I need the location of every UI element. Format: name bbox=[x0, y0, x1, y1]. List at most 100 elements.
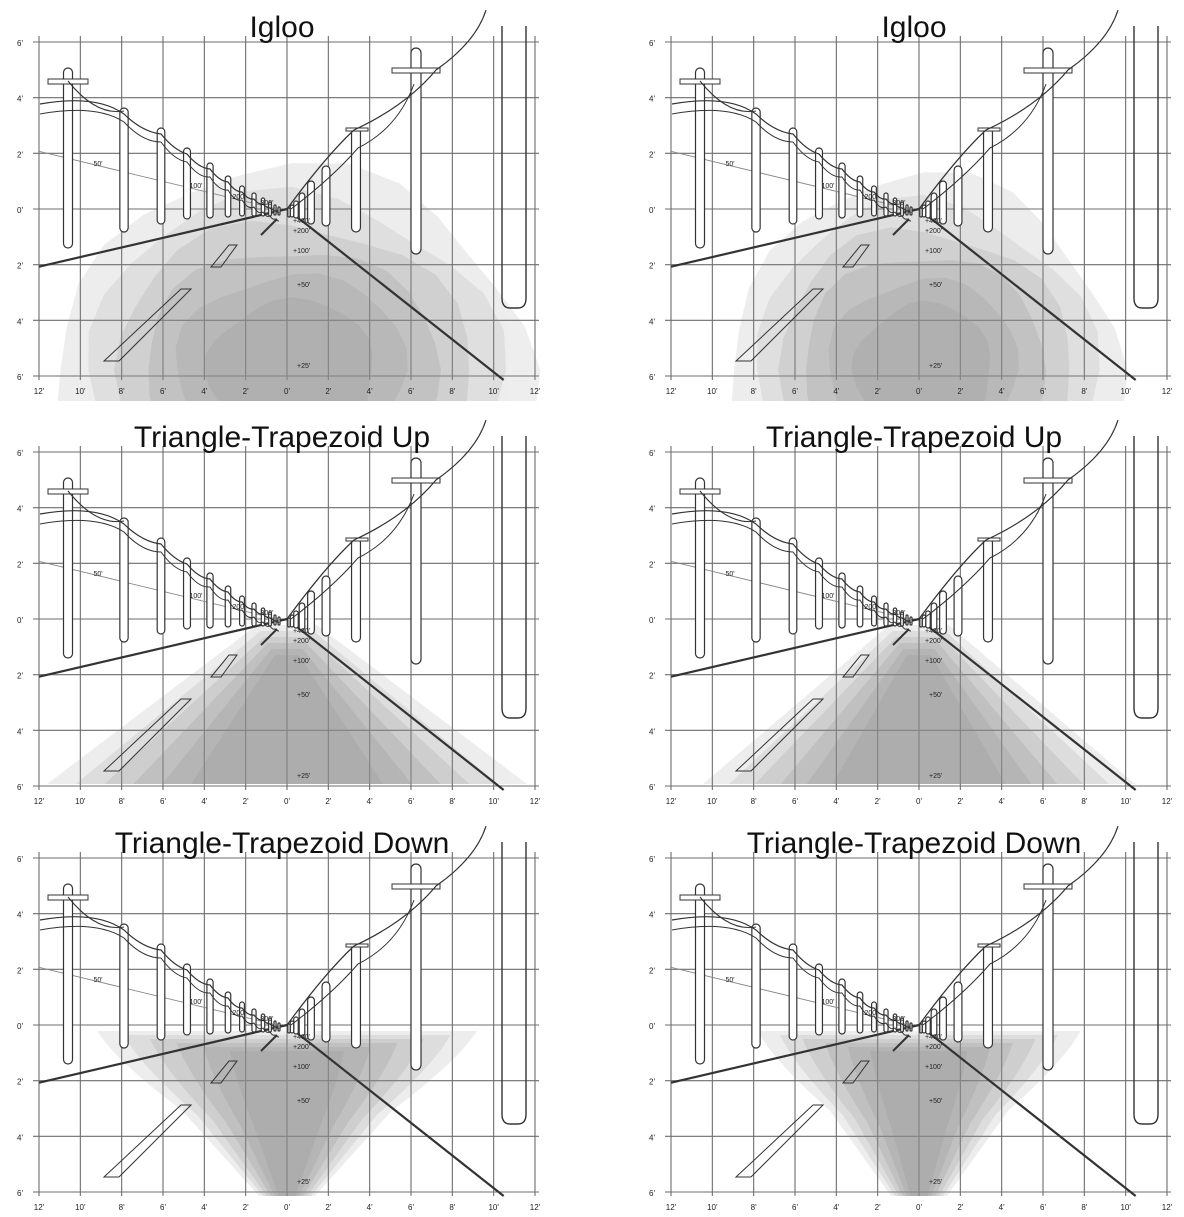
pole-right bbox=[350, 127, 362, 233]
x-tick-label: 6' bbox=[792, 1203, 798, 1212]
y-tick-label: 6' bbox=[17, 39, 23, 48]
pole-left bbox=[251, 192, 257, 217]
x-tick-label: 2' bbox=[957, 1203, 963, 1212]
pole-left bbox=[62, 477, 74, 659]
x-tick-label: 6' bbox=[408, 1203, 414, 1212]
distance-label-road: +400' bbox=[293, 1034, 310, 1041]
y-tick-label: 2' bbox=[17, 560, 23, 569]
distance-label-left: 300' bbox=[260, 1016, 273, 1023]
road-edge-left bbox=[38, 207, 288, 268]
shading-layer bbox=[97, 1031, 477, 1196]
distance-label-road: +25' bbox=[297, 363, 310, 370]
pole-left bbox=[909, 616, 913, 626]
y-tick-label: 2' bbox=[17, 262, 23, 271]
distance-label-left: 200' bbox=[232, 1010, 245, 1017]
pole-left bbox=[883, 602, 889, 627]
distance-label-left: 50' bbox=[93, 977, 102, 984]
pole-left bbox=[156, 943, 166, 1041]
wire-left bbox=[699, 80, 757, 113]
crossarm-right bbox=[1023, 67, 1073, 74]
shading-layer bbox=[870, 1051, 968, 1196]
shading-layer bbox=[780, 643, 1058, 784]
x-tick-label: 2' bbox=[325, 797, 331, 806]
centre-dash bbox=[734, 1104, 825, 1178]
pole-right bbox=[1042, 457, 1054, 665]
pole-left bbox=[224, 585, 232, 628]
wire-left bbox=[699, 896, 757, 929]
y-tick-label: 2' bbox=[17, 672, 23, 681]
pole-left bbox=[751, 923, 761, 1049]
response-shading bbox=[57, 163, 541, 401]
distance-label-left: 300' bbox=[892, 610, 905, 617]
shading-layer bbox=[176, 1043, 398, 1196]
pole-left bbox=[871, 185, 878, 217]
centre-dash bbox=[734, 288, 825, 362]
x-tick-label: 0' bbox=[284, 797, 290, 806]
pole-right bbox=[287, 1023, 291, 1034]
distance-label-road: +25' bbox=[297, 1179, 310, 1186]
distance-label-road: +100' bbox=[925, 1064, 942, 1071]
wire-right bbox=[918, 825, 1119, 1026]
shading-layer bbox=[828, 277, 1019, 401]
x-tick-label: 2' bbox=[243, 387, 249, 396]
pole-right bbox=[287, 207, 291, 218]
utility-poles bbox=[671, 419, 1159, 719]
wire-left bbox=[39, 109, 280, 222]
shading-layer bbox=[203, 297, 373, 401]
distance-label-road: +50' bbox=[297, 282, 310, 289]
centre-dash bbox=[102, 698, 193, 772]
shading-layer bbox=[175, 273, 408, 401]
pole-left bbox=[694, 883, 706, 1065]
pole-left bbox=[273, 1020, 277, 1032]
pole-right bbox=[298, 1008, 306, 1037]
utility-poles bbox=[39, 825, 527, 1125]
x-tick-label: 2' bbox=[875, 797, 881, 806]
y-tick-label: 4' bbox=[649, 505, 655, 514]
shading-layer bbox=[851, 300, 991, 401]
pole-right bbox=[321, 165, 331, 227]
y-tick-label: 4' bbox=[649, 911, 655, 920]
pole-left bbox=[224, 175, 232, 218]
y-tick-label: 2' bbox=[649, 966, 655, 975]
pole-right bbox=[919, 617, 923, 628]
panel-igloo-right: Igloo 50' 100' 200' 300' +400' +200' +100' +50'… bbox=[638, 6, 1184, 401]
x-tick-label: 12' bbox=[530, 387, 541, 396]
wire-right bbox=[290, 493, 415, 620]
pole-right bbox=[298, 192, 306, 221]
shading-layer bbox=[754, 637, 1084, 784]
x-tick-label: 8' bbox=[119, 387, 125, 396]
foreground-post bbox=[1133, 842, 1159, 1125]
wire-left bbox=[671, 916, 912, 1030]
wire-left bbox=[39, 925, 280, 1038]
pole-right bbox=[982, 127, 994, 233]
pole-left bbox=[856, 175, 864, 218]
crossarm-right bbox=[391, 883, 441, 890]
y-tick-label: 2' bbox=[649, 672, 655, 681]
foreground-post bbox=[501, 26, 527, 309]
road-scene-diagram: 50' 100' 200' 300' +400' +200' +100' +50' +25' 6'… bbox=[649, 825, 1173, 1212]
y-tick-label: 6' bbox=[649, 783, 655, 792]
centre-dashes bbox=[102, 218, 278, 362]
wire-right bbox=[290, 899, 415, 1026]
pole-right bbox=[410, 457, 422, 665]
y-tick-label: 6' bbox=[17, 1189, 23, 1198]
x-tick-label: 0' bbox=[284, 1203, 290, 1212]
x-tick-label: 4' bbox=[833, 387, 839, 396]
pole-right bbox=[298, 602, 306, 631]
pole-left bbox=[277, 616, 281, 626]
pole-left bbox=[182, 147, 192, 220]
x-tick-label: 10' bbox=[488, 387, 499, 396]
centre-dash bbox=[841, 654, 870, 678]
grid bbox=[33, 446, 539, 790]
pole-left bbox=[251, 602, 257, 627]
pole-left bbox=[814, 147, 824, 220]
y-tick-label: 4' bbox=[17, 505, 23, 514]
x-tick-label: 6' bbox=[160, 797, 166, 806]
response-shading bbox=[703, 625, 1135, 784]
centre-dash bbox=[734, 698, 825, 772]
pole-left bbox=[883, 192, 889, 217]
pole-left bbox=[273, 204, 277, 216]
distance-label-left: 200' bbox=[864, 194, 877, 201]
distance-label-road: +100' bbox=[293, 1064, 310, 1071]
pole-left bbox=[856, 585, 864, 628]
